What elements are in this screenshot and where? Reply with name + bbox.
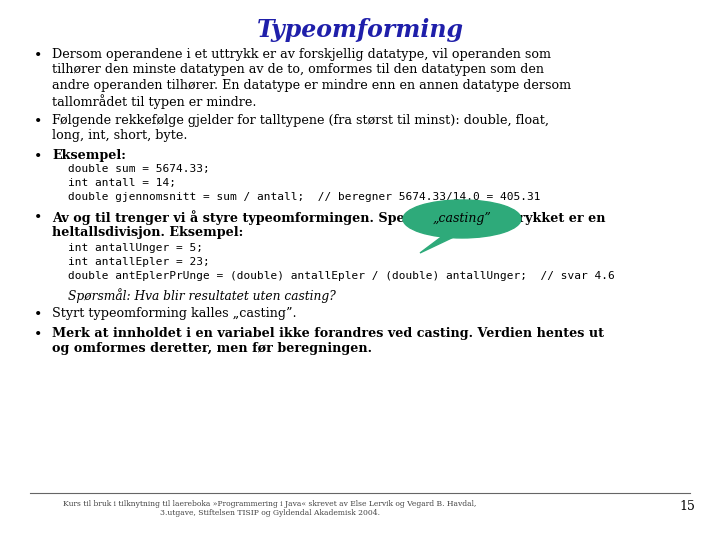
Text: tilhører den minste datatypen av de to, omformes til den datatypen som den: tilhører den minste datatypen av de to, … <box>52 64 544 77</box>
Text: •: • <box>34 307 42 321</box>
Text: 15: 15 <box>679 500 695 513</box>
Ellipse shape <box>403 200 521 238</box>
Text: long, int, short, byte.: long, int, short, byte. <box>52 129 187 142</box>
Text: double gjennomsnitt = sum / antall;  // beregner 5674.33/14.0 = 405.31: double gjennomsnitt = sum / antall; // b… <box>68 192 541 202</box>
Text: og omformes deretter, men før beregningen.: og omformes deretter, men før beregninge… <box>52 342 372 355</box>
Polygon shape <box>420 235 458 253</box>
Text: int antallEpler = 23;: int antallEpler = 23; <box>68 257 210 267</box>
Text: Dersom operandene i et uttrykk er av forskjellig datatype, vil operanden som: Dersom operandene i et uttrykk er av for… <box>52 48 551 61</box>
Text: Typeomforming: Typeomforming <box>256 18 464 42</box>
Text: andre operanden tilhører. En datatype er mindre enn en annen datatype dersom: andre operanden tilhører. En datatype er… <box>52 79 571 92</box>
Text: Styrt typeomforming kalles „casting”.: Styrt typeomforming kalles „casting”. <box>52 307 297 320</box>
Text: Kurs til bruk i tilknytning til laereboka »Programmering i Java« skrevet av Else: Kurs til bruk i tilknytning til laerebok… <box>63 500 477 517</box>
Text: tallområdet til typen er mindre.: tallområdet til typen er mindre. <box>52 94 256 109</box>
Text: •: • <box>34 327 42 341</box>
Text: •: • <box>34 48 42 62</box>
Text: Følgende rekkefølge gjelder for talltypene (fra størst til minst): double, float: Følgende rekkefølge gjelder for talltype… <box>52 114 549 127</box>
Text: Av og til trenger vi å styre typeomformingen. Spesielt dersom uttrykket er en: Av og til trenger vi å styre typeomformi… <box>52 211 606 225</box>
Text: int antall = 14;: int antall = 14; <box>68 178 176 188</box>
Text: •: • <box>34 114 42 128</box>
Text: Eksempel:: Eksempel: <box>52 148 126 162</box>
Text: heltallsdivisjon. Eksempel:: heltallsdivisjon. Eksempel: <box>52 226 243 239</box>
Text: double sum = 5674.33;: double sum = 5674.33; <box>68 164 210 174</box>
Text: int antallUnger = 5;: int antallUnger = 5; <box>68 244 203 253</box>
Text: Merk at innholdet i en variabel ikke forandres ved casting. Verdien hentes ut: Merk at innholdet i en variabel ikke for… <box>52 327 604 340</box>
Text: •: • <box>34 211 42 225</box>
Text: double antEplerPrUnge = (double) antallEpler / (double) antallUnger;  // svar 4.: double antEplerPrUnge = (double) antallE… <box>68 271 615 281</box>
Text: Spørsmål: Hva blir resultatet uten casting?: Spørsmål: Hva blir resultatet uten casti… <box>68 288 336 302</box>
Text: „casting”: „casting” <box>433 212 491 226</box>
Text: •: • <box>34 148 42 163</box>
